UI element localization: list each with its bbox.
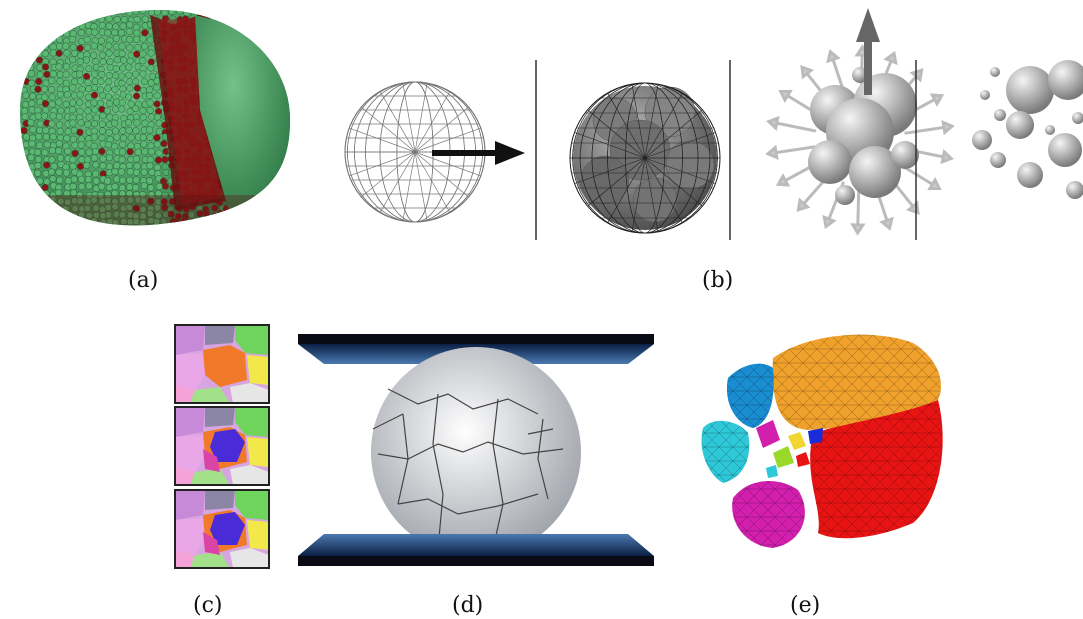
caption-c: (c) bbox=[193, 593, 223, 618]
sphere-packing-wireframe bbox=[569, 82, 721, 234]
fragment-small-pieces bbox=[756, 420, 823, 478]
fragments-image bbox=[701, 334, 943, 548]
velocity-arrow-icon bbox=[432, 141, 525, 165]
voronoi-slice-2 bbox=[174, 406, 270, 486]
fragment-orange bbox=[772, 334, 941, 430]
up-arrow-icon bbox=[856, 8, 880, 95]
sphere-cluster-with-forces bbox=[765, 8, 955, 236]
panel-d-compression-test bbox=[298, 334, 654, 568]
fragment-red bbox=[810, 400, 943, 539]
panel-a-particle-sphere bbox=[0, 0, 300, 245]
caption-b: (b) bbox=[702, 268, 734, 293]
caption-d: (d) bbox=[452, 593, 484, 618]
fragment-magenta bbox=[732, 480, 805, 548]
particle-sphere-image bbox=[20, 10, 290, 226]
fractured-sphere bbox=[371, 347, 581, 557]
scattered-spheres bbox=[972, 60, 1083, 199]
sphere-sequence-image bbox=[344, 8, 1083, 240]
compression-test-image bbox=[298, 334, 654, 566]
caption-a: (a) bbox=[128, 268, 159, 293]
fragment-blue bbox=[726, 363, 774, 428]
caption-e: (e) bbox=[790, 593, 821, 618]
bottom-plate bbox=[298, 534, 654, 566]
voronoi-slices-image bbox=[174, 324, 270, 569]
panel-e-fragments bbox=[698, 328, 1083, 553]
voronoi-slice-1 bbox=[174, 324, 270, 404]
fragment-cyan bbox=[701, 420, 750, 483]
voronoi-slice-3 bbox=[174, 489, 270, 569]
panel-b-sphere-sequence bbox=[330, 0, 1083, 250]
panel-c-voronoi-slices bbox=[172, 322, 272, 572]
